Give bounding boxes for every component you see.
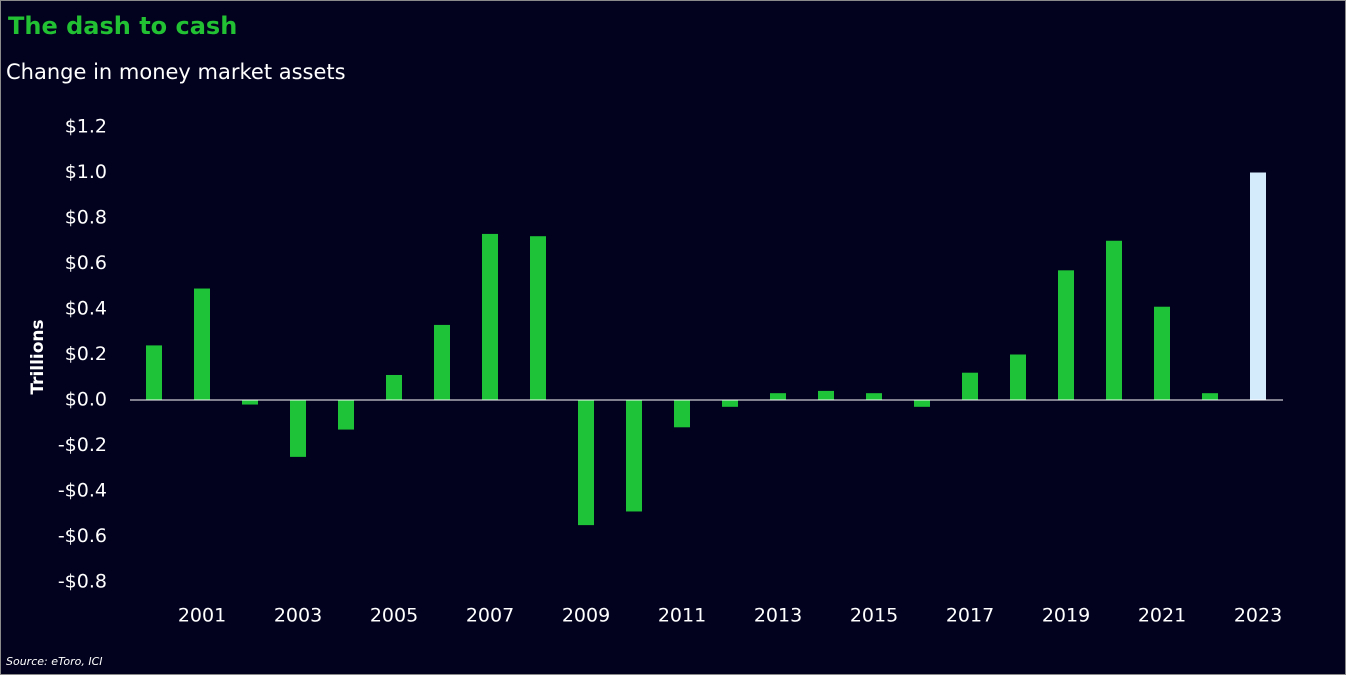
bar <box>962 372 978 400</box>
bar <box>386 374 402 400</box>
chart-subtitle: Change in money market assets <box>6 60 346 84</box>
y-tick-label: -$0.4 <box>58 480 107 502</box>
y-tick-label: $0.8 <box>65 207 107 229</box>
y-tick-label: $1.0 <box>65 161 107 183</box>
x-tick-label: 2009 <box>562 605 610 627</box>
y-tick-label: $0.0 <box>65 389 107 411</box>
y-axis-label: Trillions <box>28 319 48 394</box>
x-tick-label: 2003 <box>274 605 322 627</box>
chart-title: The dash to cash <box>8 12 237 40</box>
x-tick-label: 2015 <box>850 605 898 627</box>
bar <box>1250 172 1266 400</box>
bar <box>434 324 450 400</box>
bar <box>674 400 690 428</box>
bar <box>1010 354 1026 400</box>
x-tick-label: 2007 <box>466 605 514 627</box>
x-tick-label: 2023 <box>1234 605 1282 627</box>
bar <box>242 400 258 405</box>
bar <box>770 393 786 400</box>
x-tick-label: 2017 <box>946 605 994 627</box>
x-tick-label: 2021 <box>1138 605 1186 627</box>
y-tick-label: $0.4 <box>65 298 107 320</box>
x-tick-label: 2005 <box>370 605 418 627</box>
bar <box>1202 393 1218 400</box>
bar <box>1058 270 1074 400</box>
y-tick-label: $1.2 <box>65 116 107 138</box>
bar <box>1106 240 1122 400</box>
bar <box>722 400 738 407</box>
bar <box>578 400 594 526</box>
bar <box>914 400 930 407</box>
y-tick-label: $0.6 <box>65 252 107 274</box>
x-tick-label: 2001 <box>178 605 226 627</box>
bar <box>530 236 546 400</box>
x-tick-label: 2011 <box>658 605 706 627</box>
y-tick-label: -$0.8 <box>58 571 107 593</box>
y-tick-label: -$0.6 <box>58 525 107 547</box>
bar <box>1154 306 1170 400</box>
bar <box>194 288 210 400</box>
bar <box>626 400 642 512</box>
bar <box>818 390 834 400</box>
bar <box>338 400 354 430</box>
x-tick-label: 2013 <box>754 605 802 627</box>
bar <box>146 345 162 400</box>
bar <box>482 233 498 400</box>
y-tick-label: $0.2 <box>65 343 107 365</box>
x-tick-label: 2019 <box>1042 605 1090 627</box>
bar <box>290 400 306 457</box>
source-note: Source: eToro, ICI <box>6 655 103 668</box>
y-tick-label: -$0.2 <box>58 434 107 456</box>
bar <box>866 393 882 400</box>
